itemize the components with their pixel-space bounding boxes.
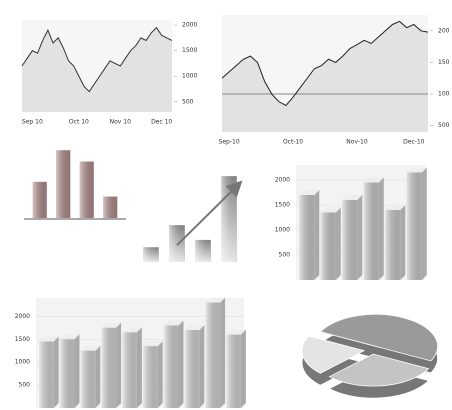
bar-side (74, 334, 80, 408)
bar-top (320, 207, 341, 213)
y-tick-label: 200 (438, 27, 450, 34)
pie-slice (319, 314, 438, 362)
bar-shade (56, 150, 71, 218)
y-tick-label: 500 (19, 382, 31, 389)
bar-top (406, 167, 427, 173)
bar-fade (195, 239, 211, 262)
bar-shade (385, 210, 401, 280)
bar-shade (184, 330, 200, 408)
y-tick-label: 500 (279, 252, 291, 259)
bar-top (342, 195, 363, 200)
bar-top (226, 329, 246, 335)
bar-side (400, 205, 406, 280)
bar-side (157, 341, 163, 408)
bar-shade (299, 195, 315, 280)
bar-side (357, 195, 363, 280)
bar-top (143, 341, 163, 347)
bar-top (80, 345, 101, 351)
x-tick-label: Dec-10 (403, 139, 425, 146)
bar-side (95, 345, 101, 408)
bar-top (39, 336, 59, 342)
line (221, 20, 429, 107)
trend-arrow (176, 180, 243, 246)
x-tick-label: Sep 10 (22, 119, 43, 126)
bar-side (116, 322, 122, 408)
pie-slice (301, 335, 366, 374)
bar-shade (122, 332, 137, 408)
bar-top (59, 334, 80, 340)
x-tick-label: Nov-10 (346, 139, 368, 146)
bar-side (335, 207, 341, 280)
y-tick-label: 100 (438, 91, 450, 98)
y-tick-label: 150 (438, 59, 450, 66)
bar-side (421, 167, 427, 280)
bar-shade (32, 181, 47, 218)
bar-top (163, 320, 184, 326)
bar-shade (59, 339, 75, 408)
y-tick-label: 2000 (275, 177, 290, 184)
y-tick-label: 1000 (15, 359, 30, 366)
y-tick-label: 1500 (275, 202, 290, 209)
area (222, 21, 428, 132)
bar-shade (80, 350, 96, 408)
bar-top (184, 325, 205, 331)
bar-shade (103, 196, 118, 218)
bar-side (199, 325, 205, 408)
bar-fade (169, 225, 185, 262)
y-tick-label: 2000 (182, 22, 197, 29)
bar-shade (143, 346, 158, 408)
y-tick-label: 1500 (15, 336, 30, 343)
y-tick-label: 1000 (275, 227, 290, 234)
y-tick-label: 500 (438, 122, 450, 129)
pie-slice (328, 353, 430, 387)
bar-top (385, 205, 406, 210)
bar-shade (406, 172, 422, 280)
area (22, 27, 172, 113)
bar-shade (226, 334, 241, 408)
x-tick-label: Oct-10 (283, 139, 303, 146)
x-tick-label: Nov 10 (110, 119, 131, 126)
bar-side (136, 327, 142, 408)
y-tick-label: 500 (182, 98, 194, 105)
bar-shade (163, 325, 179, 408)
bar-side (378, 177, 384, 280)
bar-top (299, 190, 320, 195)
y-tick-label: 1000 (182, 73, 197, 80)
bar-shade (39, 341, 54, 408)
bar-shade (79, 161, 94, 218)
bar-side (240, 329, 246, 408)
bar-shade (363, 182, 379, 280)
bar-fade (143, 247, 159, 262)
bar-shade (101, 327, 117, 408)
line (21, 26, 173, 93)
bar-shade (320, 212, 336, 280)
bar-side (220, 297, 226, 408)
bar-shade (205, 302, 221, 408)
x-tick-label: Oct 10 (69, 119, 89, 126)
bar-side (178, 320, 184, 408)
bar-shade (342, 200, 358, 280)
bar-side (53, 336, 59, 408)
x-tick-label: Sep-10 (219, 139, 240, 146)
y-tick-label: 1500 (182, 47, 197, 54)
bar-top (363, 177, 384, 183)
y-tick-label: 2000 (15, 313, 30, 320)
bar-top (205, 297, 226, 303)
bar-top (101, 322, 122, 328)
x-tick-label: Dec 10 (151, 119, 172, 126)
bar-top (122, 327, 142, 333)
bar-side (314, 190, 320, 280)
